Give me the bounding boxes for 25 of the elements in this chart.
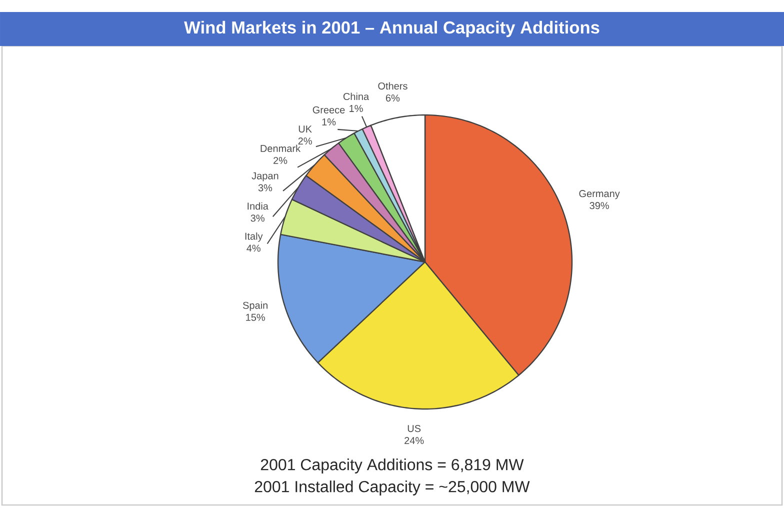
slice-label: Spain bbox=[243, 302, 268, 311]
slice-label: UK bbox=[298, 126, 312, 133]
data-label: 39% bbox=[590, 202, 609, 210]
text: 2001 Capacity Additions = 6,819 MW bbox=[260, 458, 524, 474]
data-label: 1% bbox=[350, 104, 363, 112]
data-label: 4% bbox=[246, 244, 260, 252]
slice-label: Others bbox=[378, 82, 408, 90]
slice-label: Italy bbox=[245, 232, 263, 242]
slice-label: India bbox=[248, 202, 268, 210]
data-label: 1% bbox=[322, 118, 336, 126]
slice-label: China bbox=[343, 92, 370, 100]
data-label: 24% bbox=[404, 436, 424, 444]
data-label: 3% bbox=[258, 184, 272, 192]
data-label: 2% bbox=[298, 137, 312, 145]
slice-label: Japan bbox=[252, 172, 278, 182]
slice-label: US bbox=[408, 424, 421, 432]
data-label: 3% bbox=[250, 214, 264, 222]
data-label: 15% bbox=[246, 314, 265, 321]
text: 2001 Installed Capacity = ~25,000 MW bbox=[254, 480, 530, 496]
chart-title: Wind Markets in 2001 – Annual Capacity Additions bbox=[184, 20, 600, 38]
data-label: 6% bbox=[386, 94, 400, 102]
slice-label: Greece bbox=[312, 106, 345, 114]
data-label: 2% bbox=[274, 156, 288, 164]
slice-label: Germany bbox=[579, 190, 620, 200]
slice-label: Denmark bbox=[260, 144, 301, 152]
